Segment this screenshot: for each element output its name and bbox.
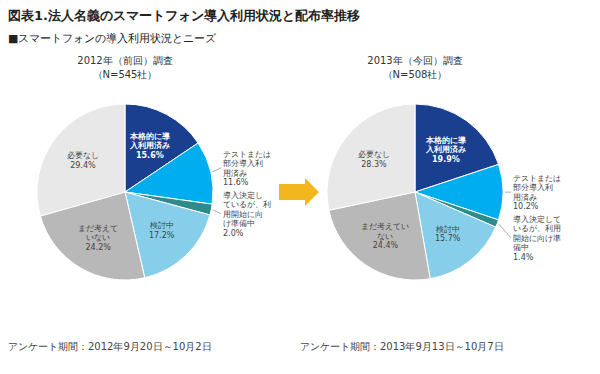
label-line: ない	[377, 231, 393, 240]
label-line: 用開始に向	[223, 209, 263, 218]
data-label: テストまたは部分導入利用済み11.6%	[223, 149, 271, 187]
label-line: 用済み	[513, 192, 537, 201]
slices	[327, 104, 503, 280]
pie-subtitle: （N=545社）	[93, 69, 158, 80]
label-line: 24.2%	[85, 242, 111, 251]
data-label: テストまたは部分導入利用済み10.2%	[513, 173, 561, 211]
pie: 本格的に導入利用済み15.6% 検討中17.2% まだ考えていない24.2% 必要なし…	[37, 104, 271, 280]
label-line: 1.4%	[513, 252, 534, 261]
label-line: 検討中	[436, 224, 460, 233]
label-line: 本格的に導	[425, 135, 467, 144]
label-line: 15.7%	[435, 234, 461, 243]
pie-title: 2012年（前回）調査	[77, 55, 172, 66]
slices	[37, 104, 213, 280]
label-line: 19.9%	[432, 154, 460, 163]
label-line: 15.6%	[136, 150, 164, 159]
data-label: 本格的に導入利用済み19.9%	[425, 135, 467, 163]
pie-subtitle: （N=508社）	[383, 69, 448, 80]
label-line: 部分導入利	[513, 183, 553, 192]
pie-title: 2013年（今回）調査	[367, 55, 462, 66]
label-line: 24.4%	[373, 241, 399, 250]
label-line: テストまたは	[223, 149, 271, 158]
data-label: 必要なし28.3%	[358, 150, 390, 169]
pie-slice	[327, 104, 415, 210]
label-line: 必要なし	[67, 151, 99, 160]
label-line: いるが、利用	[513, 224, 561, 233]
label-line: 2.0%	[223, 228, 244, 237]
label-line: 11.6%	[223, 178, 249, 187]
data-labels: 本格的に導入利用済み19.9% 検討中15.7% まだ考えていない24.4% 必要なし…	[358, 135, 561, 261]
label-line: 17.2%	[149, 230, 175, 239]
arrow	[279, 178, 319, 206]
data-label: 検討中17.2%	[149, 221, 175, 240]
annotation: アンケート期間：2012年9月20日～10月2日	[8, 341, 212, 352]
leader-line	[505, 192, 511, 193]
label-line: 29.4%	[70, 160, 96, 169]
label-line: いない	[86, 233, 110, 242]
label-line: 28.3%	[361, 159, 387, 168]
label-line: 備中	[513, 243, 529, 252]
title: 図表1.法人名義のスマートフォン導入利用状況と配布率推移	[8, 8, 360, 23]
pie: 本格的に導入利用済み19.9% 検討中15.7% まだ考えていない24.4% 必要なし…	[327, 104, 561, 280]
data-label: 検討中15.7%	[435, 224, 461, 243]
data-label: 導入決定しているが、利用開始に向け準備中2.0%	[223, 190, 271, 237]
label-line: 検討中	[150, 221, 174, 230]
data-label: 本格的に導入利用済み15.6%	[129, 131, 171, 159]
data-label: まだ考えていない24.2%	[78, 223, 118, 251]
leader-line	[212, 168, 221, 172]
chart-svg: 図表1.法人名義のスマートフォン導入利用状況と配布率推移 ■スマートフォンの導入利…	[0, 0, 600, 374]
leader-line	[213, 210, 221, 214]
annotation: アンケート期間：2013年9月13日～10月7日	[300, 341, 504, 352]
label-line: 入利用済み	[129, 140, 170, 150]
label-line: テストまたは	[513, 173, 561, 182]
label-line: 本格的に導	[129, 131, 171, 140]
label-line: 用済み	[223, 168, 247, 177]
data-label: まだ考えていない24.4%	[361, 222, 409, 250]
label-line: 部分導入利	[223, 159, 263, 168]
data-label: 導入決定しているが、利用開始に向け準備中1.4%	[513, 214, 561, 261]
label-line: 導入決定し	[223, 190, 263, 199]
label-line: 入利用済み	[425, 144, 466, 154]
label-line: 必要なし	[358, 150, 390, 159]
label-line: まだ考えてい	[361, 222, 409, 231]
leader-line	[499, 224, 511, 238]
label-line: 導入決定して	[513, 214, 561, 223]
label-line: 10.2%	[513, 202, 539, 211]
subtitle: ■スマートフォンの導入利用状況とニーズ	[8, 32, 217, 45]
label-line: け準備中	[223, 219, 255, 228]
data-labels: 本格的に導入利用済み15.6% 検討中17.2% まだ考えていない24.2% 必要なし…	[67, 131, 271, 251]
label-line: 開始に向け準	[513, 233, 561, 242]
label-line: まだ考えて	[78, 223, 118, 232]
pie-slice	[37, 104, 125, 216]
data-label: 必要なし29.4%	[67, 151, 99, 170]
label-line: ているが、利	[223, 200, 271, 209]
